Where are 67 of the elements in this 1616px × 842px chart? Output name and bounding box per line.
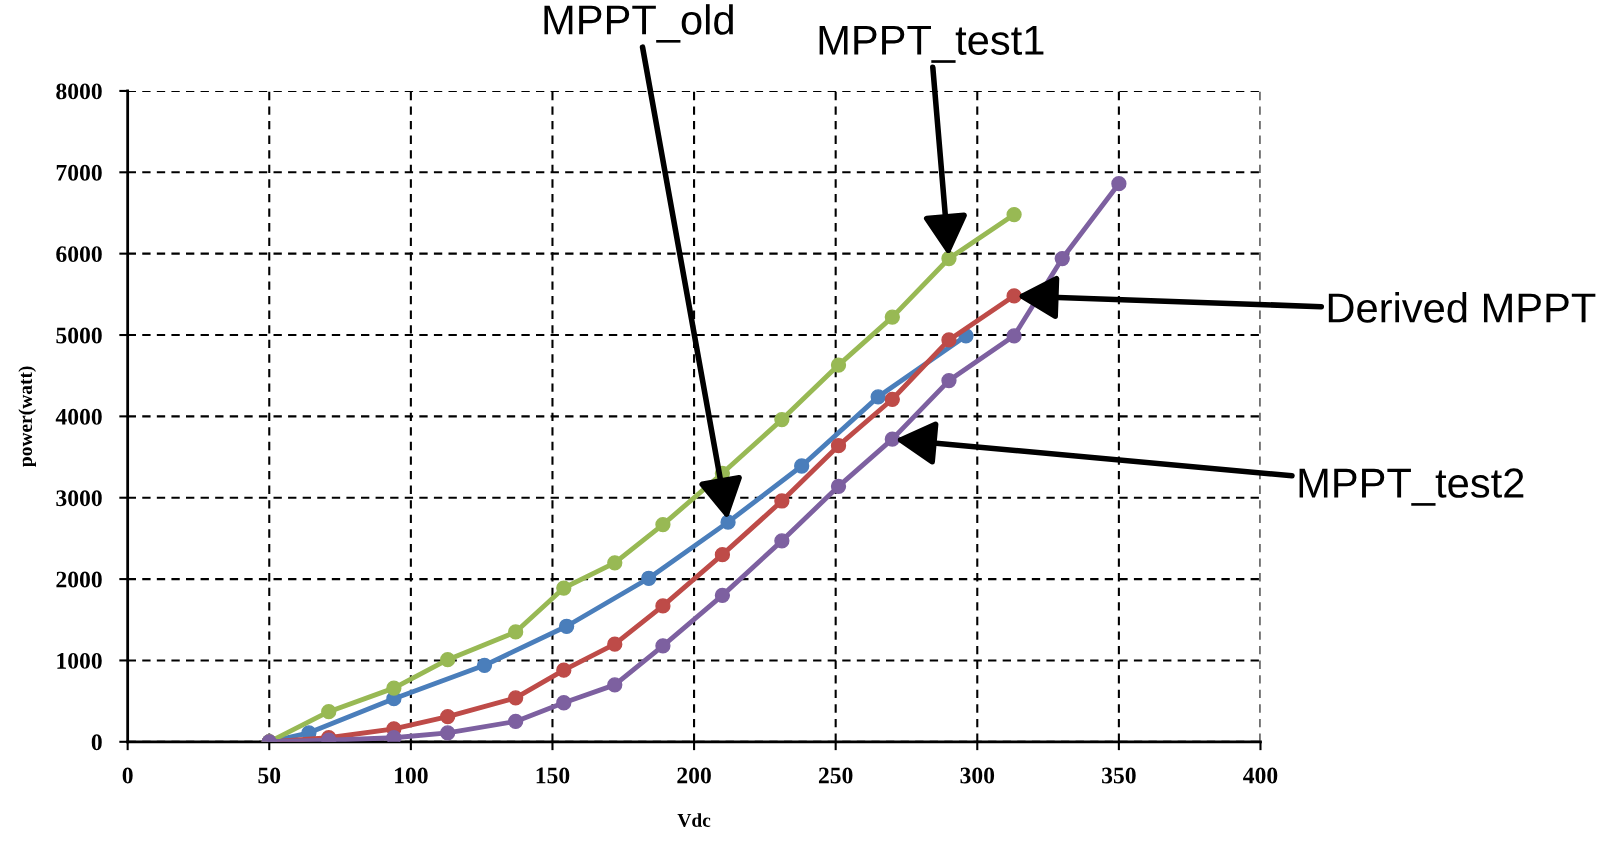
point	[655, 598, 671, 614]
point	[774, 493, 790, 509]
x-tick-label: 400	[1243, 767, 1278, 784]
x-tick-label: 200	[677, 767, 711, 784]
y-tick-label: 3000	[56, 490, 102, 507]
point	[508, 624, 524, 640]
point	[774, 411, 790, 428]
x-tick-label: 100	[395, 767, 428, 784]
x-tick-label: 0	[122, 767, 133, 784]
point	[774, 533, 790, 549]
y-tick-label: 2000	[56, 571, 102, 588]
point	[941, 372, 957, 389]
text: MPPT_test1	[819, 25, 1044, 63]
point	[386, 680, 402, 696]
text: MPPT_old	[544, 4, 733, 43]
y-tick-label: 8000	[56, 83, 102, 100]
point	[440, 725, 456, 741]
point	[556, 580, 572, 596]
y-tick-label: 7000	[56, 164, 102, 181]
x-tick-label: 350	[1102, 767, 1136, 784]
point	[476, 657, 493, 673]
point	[830, 438, 847, 454]
point	[440, 708, 456, 725]
point	[508, 690, 524, 706]
point	[941, 250, 957, 267]
text: MPPT_test2	[1299, 468, 1524, 506]
point	[714, 547, 731, 563]
x-axis-title: Vdc	[677, 813, 711, 827]
point	[794, 458, 810, 474]
point	[655, 638, 671, 654]
point	[321, 704, 337, 720]
point	[884, 309, 900, 325]
point	[1006, 328, 1022, 344]
point	[607, 677, 623, 693]
point	[1006, 206, 1022, 223]
point	[386, 730, 402, 742]
y-tick-label: 0	[91, 734, 102, 751]
point	[830, 478, 847, 494]
point	[641, 570, 657, 586]
y-tick-label: 4000	[55, 408, 102, 425]
point	[1111, 176, 1127, 192]
point	[607, 555, 623, 571]
point	[1006, 288, 1022, 304]
point	[1054, 250, 1070, 267]
point	[884, 391, 900, 407]
point	[884, 431, 900, 447]
point	[714, 587, 731, 603]
point	[941, 332, 957, 348]
point	[556, 695, 572, 711]
point	[508, 713, 524, 730]
point	[607, 636, 623, 652]
x-tick-label: 300	[960, 767, 995, 784]
x-tick-label: 250	[818, 767, 853, 784]
point	[720, 514, 736, 530]
point	[655, 516, 671, 533]
y-tick-label: 6000	[56, 246, 102, 263]
point	[558, 618, 575, 634]
point	[556, 662, 572, 678]
y-tick-label: 5000	[56, 327, 102, 344]
y-tick-label: 1000	[57, 652, 102, 669]
point	[830, 357, 847, 373]
x-tick-label: 150	[536, 767, 570, 784]
point	[440, 651, 456, 668]
text: Derived MPPT	[1328, 292, 1596, 323]
point	[870, 389, 886, 405]
x-tick-label: 50	[258, 767, 281, 784]
y-axis-title: power(watt)	[18, 366, 36, 467]
